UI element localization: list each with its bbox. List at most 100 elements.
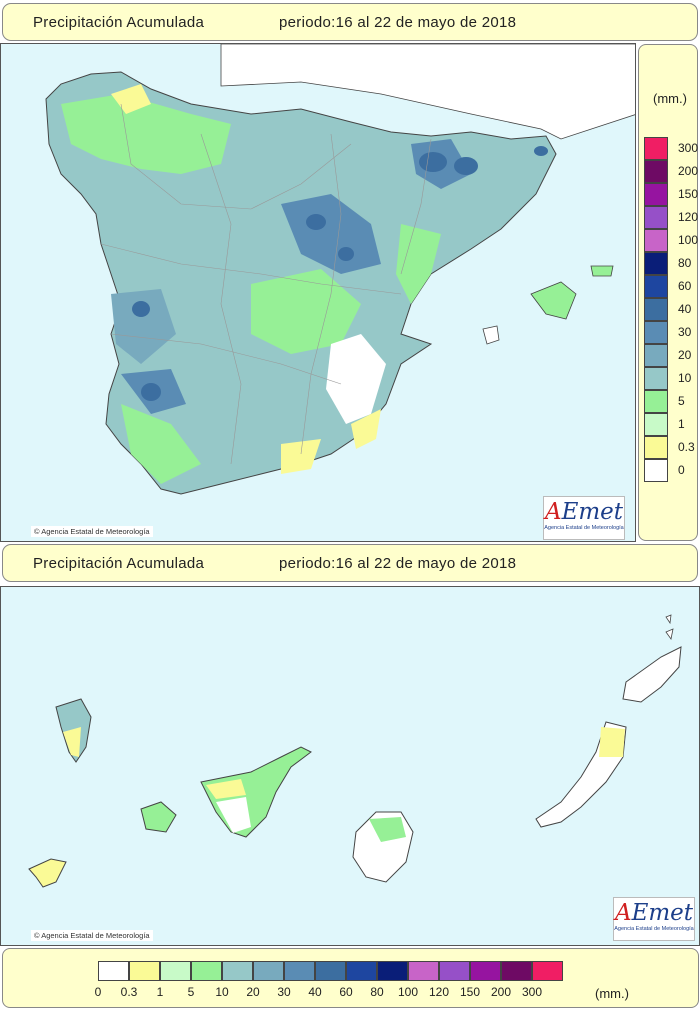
islet-1 [665, 628, 674, 640]
core-dark-6 [338, 247, 354, 261]
ibiza-island [482, 325, 500, 345]
side-legend-label-300: 300 [678, 141, 699, 155]
bottom-map-title: Precipitación Acumulada [33, 555, 205, 572]
peninsula-map[interactable]: © Agencia Estatal de Meteorología AEmet … [0, 43, 636, 542]
bottom-legend-label-0: 0 [94, 985, 102, 999]
side-legend-swatch-150 [644, 183, 668, 206]
zone-green-3 [121, 404, 201, 484]
side-legend-swatch-120 [644, 206, 668, 229]
side-legend-label-20: 20 [678, 348, 692, 362]
province-boundaries [100, 103, 432, 465]
side-legend-label-30: 30 [678, 325, 692, 339]
copyright-icon: © [34, 931, 40, 940]
side-legend-label-40: 40 [678, 302, 692, 316]
side-legend-swatch-0 [644, 459, 668, 482]
core-dark-3 [306, 214, 326, 230]
side-legend-label-0.3: 0.3 [678, 440, 695, 454]
bottom-map-period: periodo:16 al 22 de mayo de 2018 [279, 555, 517, 572]
bottom-legend-label-120: 120 [428, 985, 450, 999]
bottom-legend-label-200: 200 [490, 985, 512, 999]
zone-pale-1 [326, 334, 386, 424]
zone-pale-2 [351, 409, 381, 449]
side-legend-label-60: 60 [678, 279, 692, 293]
bottom-legend-label-100: 100 [397, 985, 419, 999]
zone-pale-4 [111, 84, 151, 114]
bottom-legend-label-80: 80 [370, 985, 384, 999]
bottom-aemet-logo: AEmet Agencia Estatal de Meteorología [613, 897, 695, 941]
bottom-legend-swatch-200 [501, 961, 532, 981]
bottom-legend-swatch-0 [98, 961, 129, 981]
side-legend-swatch-1 [644, 413, 668, 436]
side-legend-label-10: 10 [678, 371, 692, 385]
top-copyright: © Agencia Estatal de Meteorología [31, 526, 153, 537]
zone-dark-1 [281, 194, 381, 274]
side-legend-swatch-100 [644, 229, 668, 252]
side-legend-label-0: 0 [678, 463, 685, 477]
zone-dark-3 [111, 289, 176, 364]
core-dark-4 [132, 301, 150, 317]
bottom-legend-swatch-5 [191, 961, 222, 981]
side-legend-label-200: 200 [678, 164, 699, 178]
top-map-period: periodo:16 al 22 de mayo de 2018 [279, 14, 517, 31]
top-aemet-logo: AEmet Agencia Estatal de Meteorología [543, 496, 625, 540]
bottom-legend-swatch-40 [315, 961, 346, 981]
core-dark-5 [141, 383, 161, 401]
side-legend-unit: (mm.) [653, 91, 687, 106]
bottom-legend-label-300: 300 [521, 985, 543, 999]
tenerife-white [216, 797, 251, 833]
tenerife-pale [206, 779, 246, 799]
top-map-title: Precipitación Acumulada [33, 14, 205, 31]
zone-green-4 [396, 224, 441, 304]
bottom-legend-label-0.3: 0.3 [120, 985, 138, 999]
bottom-legend-swatch-80 [377, 961, 408, 981]
bottom-legend-swatch-30 [284, 961, 315, 981]
bottom-legend-swatch-0.3 [129, 961, 160, 981]
bottom-legend-swatch-20 [253, 961, 284, 981]
bottom-legend-swatch-150 [470, 961, 501, 981]
islet-2 [665, 614, 672, 625]
core-dark-2 [454, 157, 478, 175]
bottom-header: Precipitación Acumulada periodo:16 al 22… [2, 544, 698, 582]
bottom-legend-label-1: 1 [156, 985, 164, 999]
side-legend-label-120: 120 [678, 210, 699, 224]
side-legend-swatch-80 [644, 252, 668, 275]
bottom-legend-swatch-100 [408, 961, 439, 981]
side-legend-swatch-200 [644, 160, 668, 183]
side-legend-swatch-20 [644, 344, 668, 367]
gran-canaria-green [369, 817, 406, 842]
bottom-legend-swatch-1 [160, 961, 191, 981]
side-legend-swatch-0.3 [644, 436, 668, 459]
copyright-icon: © [34, 527, 40, 536]
side-legend-label-100: 100 [678, 233, 699, 247]
side-legend: (mm.) 0 0.3 1 5 10 20 30 40 60 80 100 120 150 200 300 [638, 44, 698, 541]
side-legend-swatch-10 [644, 367, 668, 390]
menorca-island [590, 265, 614, 277]
core-dark-1 [419, 152, 447, 172]
bottom-legend-label-40: 40 [308, 985, 322, 999]
zone-pale-3 [281, 439, 321, 474]
canary-map[interactable]: © Agencia Estatal de Meteorología AEmet … [0, 586, 700, 946]
side-legend-swatch-300 [644, 137, 668, 160]
bottom-legend-label-10: 10 [215, 985, 229, 999]
side-legend-label-150: 150 [678, 187, 699, 201]
la-palma-pale [63, 727, 81, 757]
core-dark-7 [534, 146, 548, 156]
la-gomera-island [140, 801, 177, 833]
bottom-legend-label-30: 30 [277, 985, 291, 999]
side-legend-swatch-30 [644, 321, 668, 344]
france-land [220, 44, 635, 140]
side-legend-swatch-60 [644, 275, 668, 298]
bottom-legend-swatch-120 [439, 961, 470, 981]
side-legend-swatch-5 [644, 390, 668, 413]
el-hierro-island [28, 858, 67, 888]
bottom-legend-swatch-300 [532, 961, 563, 981]
bottom-copyright: © Agencia Estatal de Meteorología [31, 930, 153, 941]
lanzarote-island [622, 646, 682, 703]
bottom-legend-unit: (mm.) [595, 986, 629, 1001]
fuerteventura-pale [599, 727, 625, 757]
bottom-legend-swatch-10 [222, 961, 253, 981]
bottom-legend-label-60: 60 [339, 985, 353, 999]
side-legend-swatch-40 [644, 298, 668, 321]
bottom-legend-swatch-60 [346, 961, 377, 981]
bottom-legend-label-5: 5 [187, 985, 195, 999]
